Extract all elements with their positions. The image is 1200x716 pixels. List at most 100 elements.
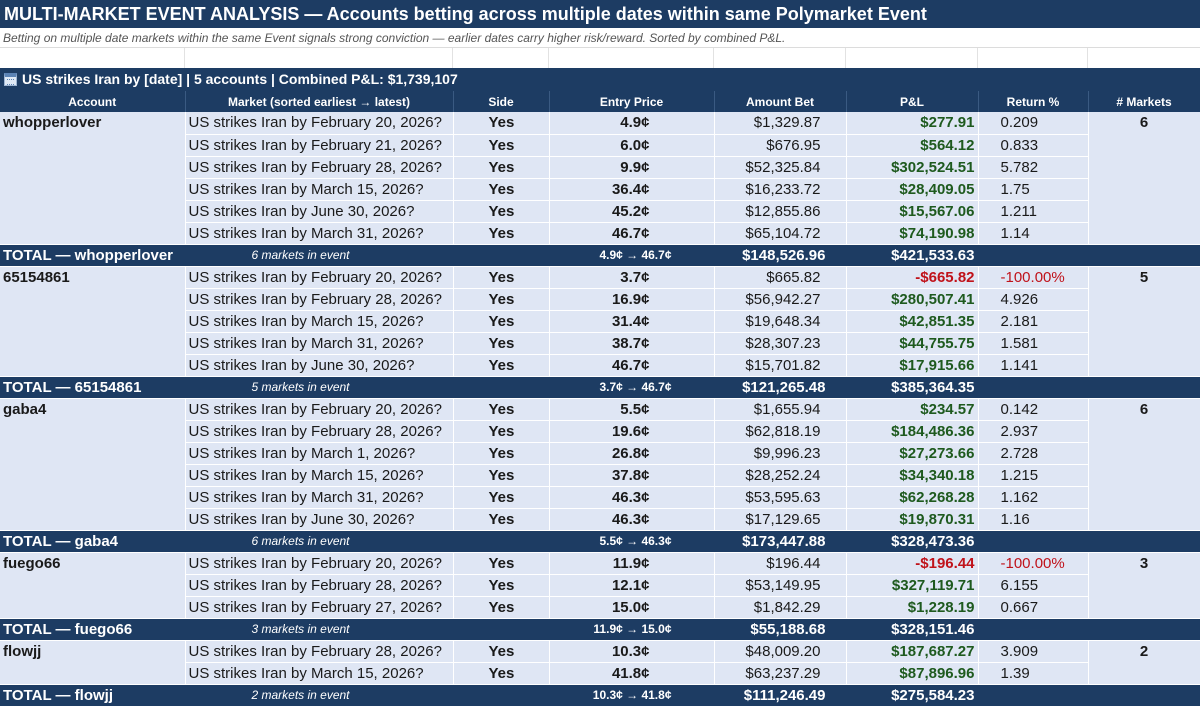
market-name[interactable]: US strikes Iran by June 30, 2026? — [185, 200, 454, 223]
market-name[interactable]: US strikes Iran by February 27, 2026? — [185, 596, 454, 619]
total-market-count: 5 markets in event — [185, 376, 454, 399]
market-name[interactable]: US strikes Iran by February 28, 2026? — [185, 574, 454, 597]
market-name[interactable]: US strikes Iran by March 31, 2026? — [185, 332, 454, 355]
market-name[interactable]: US strikes Iran by June 30, 2026? — [185, 508, 454, 531]
pnl-value: $302,524.51 — [846, 156, 979, 179]
market-name[interactable]: US strikes Iran by March 1, 2026? — [185, 442, 454, 465]
table-row[interactable]: US strikes Iran by June 30, 2026? Yes 45.2… — [0, 200, 1200, 223]
table-row[interactable]: gaba4 US strikes Iran by February 20, 202… — [0, 398, 1200, 531]
side-value: Yes — [453, 552, 550, 575]
market-name[interactable]: US strikes Iran by March 15, 2026? — [185, 178, 454, 201]
table-row[interactable]: US strikes Iran by March 15, 2026? Yes 37.… — [0, 464, 1200, 487]
market-name[interactable]: US strikes Iran by June 30, 2026? — [185, 354, 454, 377]
entry-price: 12.1¢ — [549, 574, 715, 597]
table-row[interactable]: US strikes Iran by February 21, 2026? Yes… — [0, 134, 1200, 157]
page-subtitle: Betting on multiple date markets within … — [0, 28, 1200, 48]
total-blank — [453, 244, 550, 267]
table-row[interactable]: US strikes Iran by February 27, 2026? Yes… — [0, 596, 1200, 619]
amount-bet: $15,701.82 — [714, 354, 847, 377]
grid-line — [1087, 48, 1088, 68]
total-blank — [1088, 244, 1200, 267]
column-header-market[interactable]: Market (sorted earliest → latest) — [185, 91, 454, 112]
market-name[interactable]: US strikes Iran by February 20, 2026? — [185, 552, 454, 575]
table-row[interactable]: whopperlover US strikes Iran by February … — [0, 112, 1200, 245]
entry-price: 16.9¢ — [549, 288, 715, 311]
table-row[interactable]: US strikes Iran by March 31, 2026? Yes 38.… — [0, 332, 1200, 355]
column-header-account[interactable]: Account — [0, 91, 186, 112]
market-name[interactable]: US strikes Iran by February 28, 2026? — [185, 420, 454, 443]
market-name[interactable]: US strikes Iran by March 31, 2026? — [185, 486, 454, 509]
table-row[interactable]: US strikes Iran by March 15, 2026? Yes 31.… — [0, 310, 1200, 333]
table-row[interactable]: fuego66 US strikes Iran by February 20, 2… — [0, 552, 1200, 619]
column-header-markets[interactable]: # Markets — [1088, 91, 1200, 112]
table-row[interactable]: 65154861 US strikes Iran by February 20, … — [0, 266, 1200, 377]
table-row[interactable]: US strikes Iran by February 28, 2026? Yes… — [0, 288, 1200, 311]
total-row: TOTAL — fuego66 3 markets in event 11.9¢ →… — [0, 618, 1200, 641]
pnl-value: $280,507.41 — [846, 288, 979, 311]
account-name[interactable]: gaba4 — [0, 398, 186, 531]
market-name[interactable]: US strikes Iran by March 15, 2026? — [185, 310, 454, 333]
side-value: Yes — [453, 662, 550, 685]
return-value: 2.728 — [978, 442, 1089, 465]
side-value: Yes — [453, 112, 550, 135]
amount-bet: $1,655.94 — [714, 398, 847, 421]
column-header-pnl[interactable]: P&L — [846, 91, 979, 112]
page-title: MULTI-MARKET EVENT ANALYSIS — Accounts b… — [0, 0, 1200, 28]
column-header-entry-price[interactable]: Entry Price — [549, 91, 715, 112]
entry-price: 5.5¢ — [549, 398, 715, 421]
pnl-value: $327,119.71 — [846, 574, 979, 597]
account-name[interactable]: 65154861 — [0, 266, 186, 377]
total-blank — [453, 530, 550, 553]
market-name[interactable]: US strikes Iran by February 28, 2026? — [185, 640, 454, 663]
column-header-return[interactable]: Return % — [978, 91, 1089, 112]
column-header-side[interactable]: Side — [453, 91, 550, 112]
entry-price: 38.7¢ — [549, 332, 715, 355]
table-row[interactable]: US strikes Iran by March 31, 2026? Yes 46.… — [0, 486, 1200, 509]
grid-line — [452, 48, 453, 68]
market-name[interactable]: US strikes Iran by February 20, 2026? — [185, 266, 454, 289]
market-name[interactable]: US strikes Iran by March 15, 2026? — [185, 662, 454, 685]
market-name[interactable]: US strikes Iran by February 20, 2026? — [185, 398, 454, 421]
market-name[interactable]: US strikes Iran by February 28, 2026? — [185, 288, 454, 311]
market-name[interactable]: US strikes Iran by February 28, 2026? — [185, 156, 454, 179]
table-row[interactable]: US strikes Iran by March 15, 2026? Yes 36.… — [0, 178, 1200, 201]
entry-price: 15.0¢ — [549, 596, 715, 619]
total-price-range: 5.5¢ → 46.3¢ — [549, 530, 715, 553]
entry-price: 9.9¢ — [549, 156, 715, 179]
account-name[interactable]: fuego66 — [0, 552, 186, 619]
total-amount: $148,526.96 — [714, 244, 847, 267]
return-value: 0.209 — [978, 112, 1089, 135]
amount-bet: $62,818.19 — [714, 420, 847, 443]
table-row[interactable]: US strikes Iran by February 28, 2026? Yes… — [0, 420, 1200, 443]
amount-bet: $17,129.65 — [714, 508, 847, 531]
account-name[interactable]: flowjj — [0, 640, 186, 685]
amount-bet: $65,104.72 — [714, 222, 847, 245]
column-header-amount-bet[interactable]: Amount Bet — [714, 91, 847, 112]
market-name[interactable]: US strikes Iran by March 15, 2026? — [185, 464, 454, 487]
return-value: 1.14 — [978, 222, 1089, 245]
market-count: 6 — [1088, 398, 1200, 531]
side-value: Yes — [453, 178, 550, 201]
table-row[interactable]: US strikes Iran by March 1, 2026? Yes 26.8… — [0, 442, 1200, 465]
return-value: 2.937 — [978, 420, 1089, 443]
total-blank — [453, 618, 550, 641]
amount-bet: $28,307.23 — [714, 332, 847, 355]
table-row[interactable]: US strikes Iran by February 28, 2026? Yes… — [0, 156, 1200, 179]
column-header-row: Account Market (sorted earliest → latest… — [0, 91, 1200, 112]
market-name[interactable]: US strikes Iran by February 20, 2026? — [185, 112, 454, 135]
account-name[interactable]: whopperlover — [0, 112, 186, 245]
total-blank — [453, 376, 550, 399]
entry-price: 3.7¢ — [549, 266, 715, 289]
table-row[interactable]: US strikes Iran by March 15, 2026? Yes 41.… — [0, 662, 1200, 685]
pnl-value: $277.91 — [846, 112, 979, 135]
table-row[interactable]: US strikes Iran by February 28, 2026? Yes… — [0, 574, 1200, 597]
table-row[interactable]: US strikes Iran by June 30, 2026? Yes 46.7… — [0, 354, 1200, 377]
total-row: TOTAL — whopperlover 6 markets in event 4.… — [0, 244, 1200, 267]
total-price-range: 4.9¢ → 46.7¢ — [549, 244, 715, 267]
table-row[interactable]: US strikes Iran by March 31, 2026? Yes 46.… — [0, 222, 1200, 245]
pnl-value: $564.12 — [846, 134, 979, 157]
market-name[interactable]: US strikes Iran by February 21, 2026? — [185, 134, 454, 157]
table-row[interactable]: flowjj US strikes Iran by February 28, 20… — [0, 640, 1200, 685]
market-name[interactable]: US strikes Iran by March 31, 2026? — [185, 222, 454, 245]
table-row[interactable]: US strikes Iran by June 30, 2026? Yes 46.3… — [0, 508, 1200, 531]
